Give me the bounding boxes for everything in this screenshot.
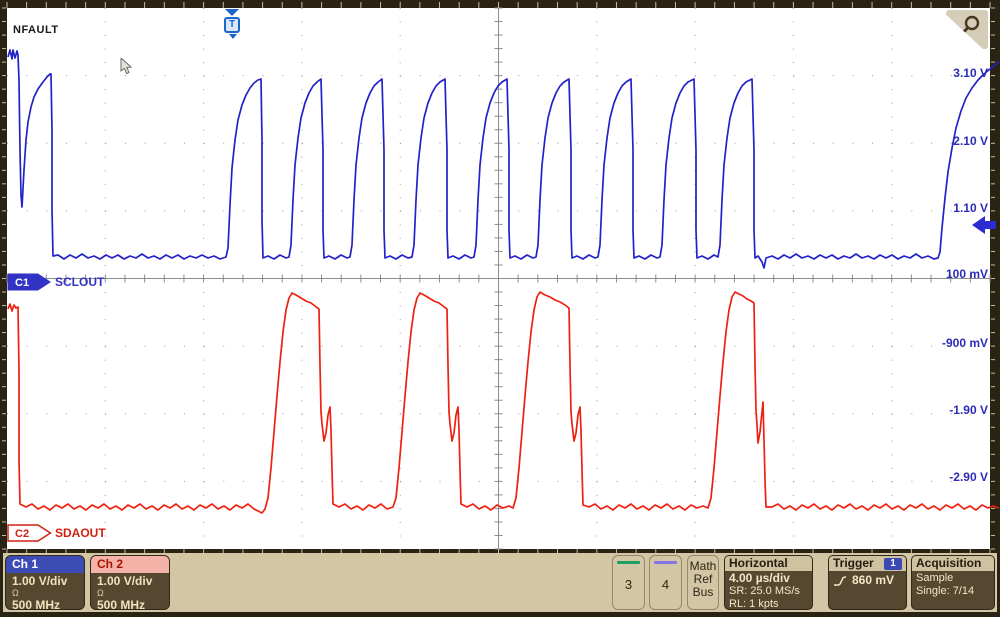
trigger-marker-arrow-icon <box>225 9 239 16</box>
trigger-level: 860 mV <box>852 573 895 587</box>
channel2-position-marker[interactable]: C2 <box>7 523 53 543</box>
channel1-badge-text: C1 <box>15 277 29 289</box>
channel2-badge-text: C2 <box>15 528 29 540</box>
acquisition-settings-panel[interactable]: Acquisition Sample Single: 7/14 <box>911 555 995 610</box>
signal-annotation-nfault: NFAULT <box>13 24 59 36</box>
vertical-scale-label: 2.10 V <box>953 134 988 148</box>
horizontal-title: Horizontal <box>729 556 788 570</box>
math-ref-bus-badge[interactable]: Math Ref Bus <box>687 555 719 610</box>
acquisition-mode: Sample <box>916 572 954 584</box>
record-length: RL: 1 kpts <box>729 598 779 610</box>
vertical-scale-label: -2.90 V <box>949 470 988 484</box>
channel2-badge-icon: C2 <box>7 524 52 542</box>
channel1-coupling-icon: Ω <box>12 588 19 598</box>
channel1-settings-badge[interactable]: Ch 1 1.00 V/div Ω 500 MHz <box>5 555 85 610</box>
trigger-title: Trigger <box>833 556 874 570</box>
channel1-signal-name: SCLOUT <box>55 275 105 289</box>
channel3-label: 3 <box>624 577 633 592</box>
channel2-settings-badge[interactable]: Ch 2 1.00 V/div Ω 500 MHz <box>90 555 170 610</box>
trigger-position-marker[interactable]: T <box>224 9 241 41</box>
channel2-scale: 1.00 V/div <box>97 574 153 588</box>
channel1-title: Ch 1 <box>6 556 84 573</box>
vertical-scale-label: -900 mV <box>941 336 988 350</box>
channel1-scale: 1.00 V/div <box>12 574 68 588</box>
bus-label: Bus <box>692 585 714 599</box>
channel2-coupling-icon: Ω <box>97 588 104 598</box>
ref-label: Ref <box>693 572 713 586</box>
waveform-display-area[interactable] <box>7 8 990 549</box>
channel2-bandwidth: 500 MHz <box>97 598 146 610</box>
channel1-bandwidth: 500 MHz <box>12 598 61 610</box>
channel4-color-line <box>654 561 677 564</box>
vertical-scale-label: 3.10 V <box>953 66 988 80</box>
channel3-color-line <box>617 561 640 564</box>
status-bar: Ch 1 1.00 V/div Ω 500 MHz Ch 2 1.00 V/di… <box>3 553 997 612</box>
channel4-label: 4 <box>661 577 670 592</box>
trigger-source-badge: 1 <box>884 557 902 570</box>
horizontal-scale: 4.00 µs/div <box>729 571 790 585</box>
mouse-cursor-icon <box>120 56 134 81</box>
rising-edge-icon <box>834 575 847 586</box>
sample-rate: SR: 25.0 MS/s <box>729 585 800 597</box>
vertical-scale-label: 100 mV <box>945 267 988 281</box>
acquisition-status: Single: 7/14 <box>916 585 975 597</box>
channel4-badge[interactable]: 4 <box>649 555 682 610</box>
channel2-title: Ch 2 <box>91 556 169 573</box>
trigger-marker-notch-icon <box>229 34 237 39</box>
channel2-signal-name: SDAOUT <box>55 526 106 540</box>
trigger-settings-panel[interactable]: Trigger 1 860 mV <box>828 555 907 610</box>
trigger-marker-label: T <box>224 17 240 33</box>
channel3-badge[interactable]: 3 <box>612 555 645 610</box>
vertical-scale-label: 1.10 V <box>953 201 988 215</box>
math-label: Math <box>689 559 717 573</box>
vertical-scale-label: -1.90 V <box>949 403 988 417</box>
acquisition-title: Acquisition <box>916 556 982 570</box>
horizontal-settings-panel[interactable]: Horizontal 4.00 µs/div SR: 25.0 MS/s RL:… <box>724 555 813 610</box>
channel1-position-marker[interactable]: C1 <box>7 272 53 292</box>
channel1-badge-icon: C1 <box>7 273 51 291</box>
